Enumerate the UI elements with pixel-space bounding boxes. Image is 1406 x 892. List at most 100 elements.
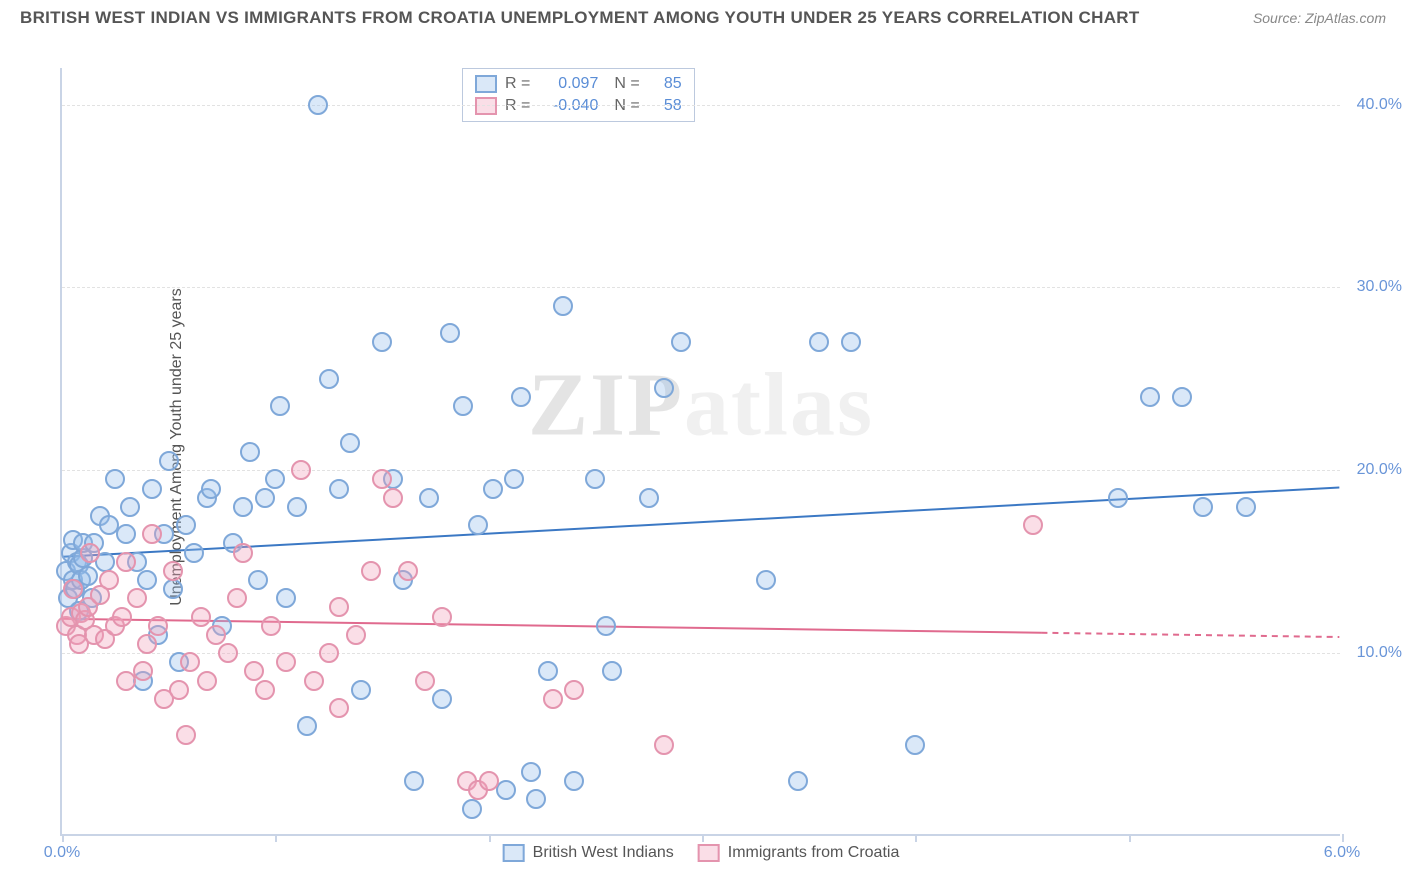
scatter-point (329, 698, 349, 718)
scatter-point (453, 396, 473, 416)
scatter-point (133, 661, 153, 681)
stats-r-value: -0.040 (538, 97, 598, 115)
scatter-point (479, 771, 499, 791)
scatter-point (432, 689, 452, 709)
scatter-point (240, 442, 260, 462)
scatter-point (553, 296, 573, 316)
scatter-point (1236, 497, 1256, 517)
scatter-point (244, 661, 264, 681)
scatter-point (346, 625, 366, 645)
scatter-point (602, 661, 622, 681)
source-attribution: Source: ZipAtlas.com (1253, 10, 1386, 26)
x-tick (275, 834, 277, 842)
scatter-point (564, 680, 584, 700)
scatter-point (419, 488, 439, 508)
scatter-point (596, 616, 616, 636)
scatter-point (255, 488, 275, 508)
scatter-point (404, 771, 424, 791)
scatter-point (841, 332, 861, 352)
bottom-legend-item: Immigrants from Croatia (698, 844, 900, 862)
scatter-point (99, 570, 119, 590)
scatter-point (137, 570, 157, 590)
scatter-point (319, 369, 339, 389)
stats-n-label: N = (614, 97, 639, 115)
x-tick (1342, 834, 1344, 842)
scatter-point (543, 689, 563, 709)
scatter-point (361, 561, 381, 581)
stats-n-label: N = (614, 75, 639, 93)
x-tick (1129, 834, 1131, 842)
scatter-point (504, 469, 524, 489)
bottom-legend: British West Indians Immigrants from Croa… (503, 844, 900, 862)
y-tick-label: 10.0% (1347, 644, 1402, 662)
stats-r-value: 0.097 (538, 75, 598, 93)
scatter-point (440, 323, 460, 343)
legend-swatch (698, 844, 720, 862)
y-tick-label: 30.0% (1347, 278, 1402, 296)
gridline-h (62, 105, 1340, 106)
scatter-point (120, 497, 140, 517)
chart-header: BRITISH WEST INDIAN VS IMMIGRANTS FROM C… (0, 0, 1406, 32)
x-tick-label: 6.0% (1324, 844, 1360, 862)
gridline-h (62, 287, 1340, 288)
scatter-point (227, 588, 247, 608)
scatter-point (483, 479, 503, 499)
scatter-point (585, 469, 605, 489)
scatter-point (1193, 497, 1213, 517)
scatter-point (197, 671, 217, 691)
scatter-point (297, 716, 317, 736)
scatter-point (112, 607, 132, 627)
chart-container: Unemployment Among Youth under 25 years … (0, 32, 1406, 862)
stats-legend-row: R = 0.097 N = 85 (475, 73, 682, 95)
scatter-point (233, 543, 253, 563)
scatter-point (398, 561, 418, 581)
x-tick-label: 0.0% (44, 844, 80, 862)
scatter-point (218, 643, 238, 663)
scatter-point (159, 451, 179, 471)
y-tick-label: 40.0% (1347, 96, 1402, 114)
scatter-point (169, 680, 189, 700)
stats-r-label: R = (505, 75, 530, 93)
scatter-point (511, 387, 531, 407)
scatter-point (142, 479, 162, 499)
source-label: Source: (1253, 10, 1305, 26)
legend-swatch (475, 75, 497, 93)
scatter-point (261, 616, 281, 636)
stats-legend-row: R = -0.040 N = 58 (475, 95, 682, 117)
bottom-legend-label: British West Indians (533, 844, 674, 862)
legend-swatch (503, 844, 525, 862)
scatter-point (287, 497, 307, 517)
scatter-point (372, 469, 392, 489)
scatter-point (415, 671, 435, 691)
scatter-point (163, 579, 183, 599)
scatter-point (127, 588, 147, 608)
scatter-point (180, 652, 200, 672)
stats-r-label: R = (505, 97, 530, 115)
scatter-point (1023, 515, 1043, 535)
scatter-point (116, 524, 136, 544)
scatter-point (905, 735, 925, 755)
source-value: ZipAtlas.com (1305, 10, 1386, 26)
scatter-point (329, 597, 349, 617)
scatter-point (80, 543, 100, 563)
scatter-point (671, 332, 691, 352)
stats-n-value: 58 (648, 97, 682, 115)
plot-area: ZIPatlas R =0.097N =85R =-0.040N =58 Bri… (60, 68, 1340, 836)
scatter-point (142, 524, 162, 544)
scatter-point (1140, 387, 1160, 407)
y-tick-label: 20.0% (1347, 461, 1402, 479)
bottom-legend-item: British West Indians (503, 844, 674, 862)
scatter-point (116, 552, 136, 572)
stats-legend: R = 0.097 N = 85 R = -0.040 N = 58 (462, 68, 695, 122)
scatter-point (538, 661, 558, 681)
watermark: ZIPatlas (528, 354, 874, 457)
scatter-point (432, 607, 452, 627)
scatter-point (255, 680, 275, 700)
scatter-point (201, 479, 221, 499)
scatter-point (276, 652, 296, 672)
scatter-point (654, 378, 674, 398)
scatter-point (248, 570, 268, 590)
scatter-point (206, 625, 226, 645)
stats-n-value: 85 (648, 75, 682, 93)
scatter-point (176, 515, 196, 535)
